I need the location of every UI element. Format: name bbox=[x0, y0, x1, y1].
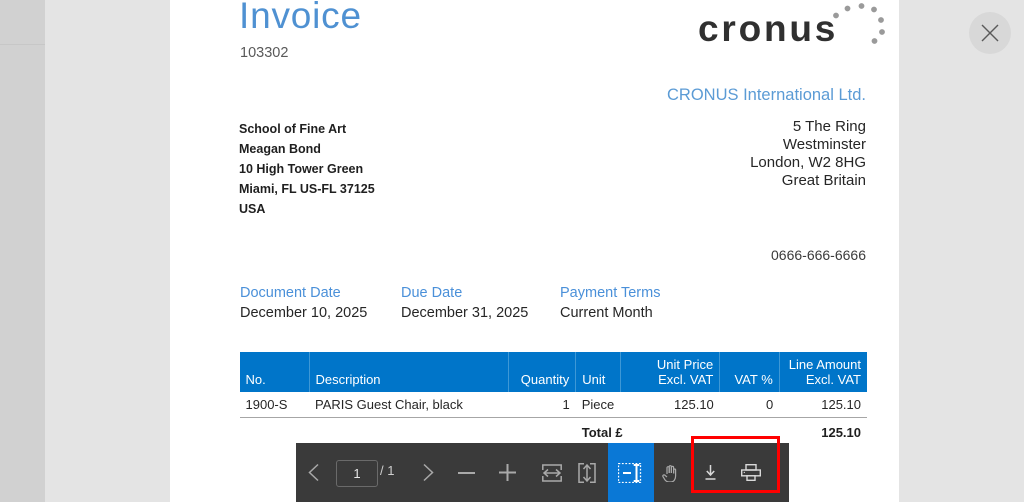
svg-text:cronus: cronus bbox=[698, 8, 838, 48]
